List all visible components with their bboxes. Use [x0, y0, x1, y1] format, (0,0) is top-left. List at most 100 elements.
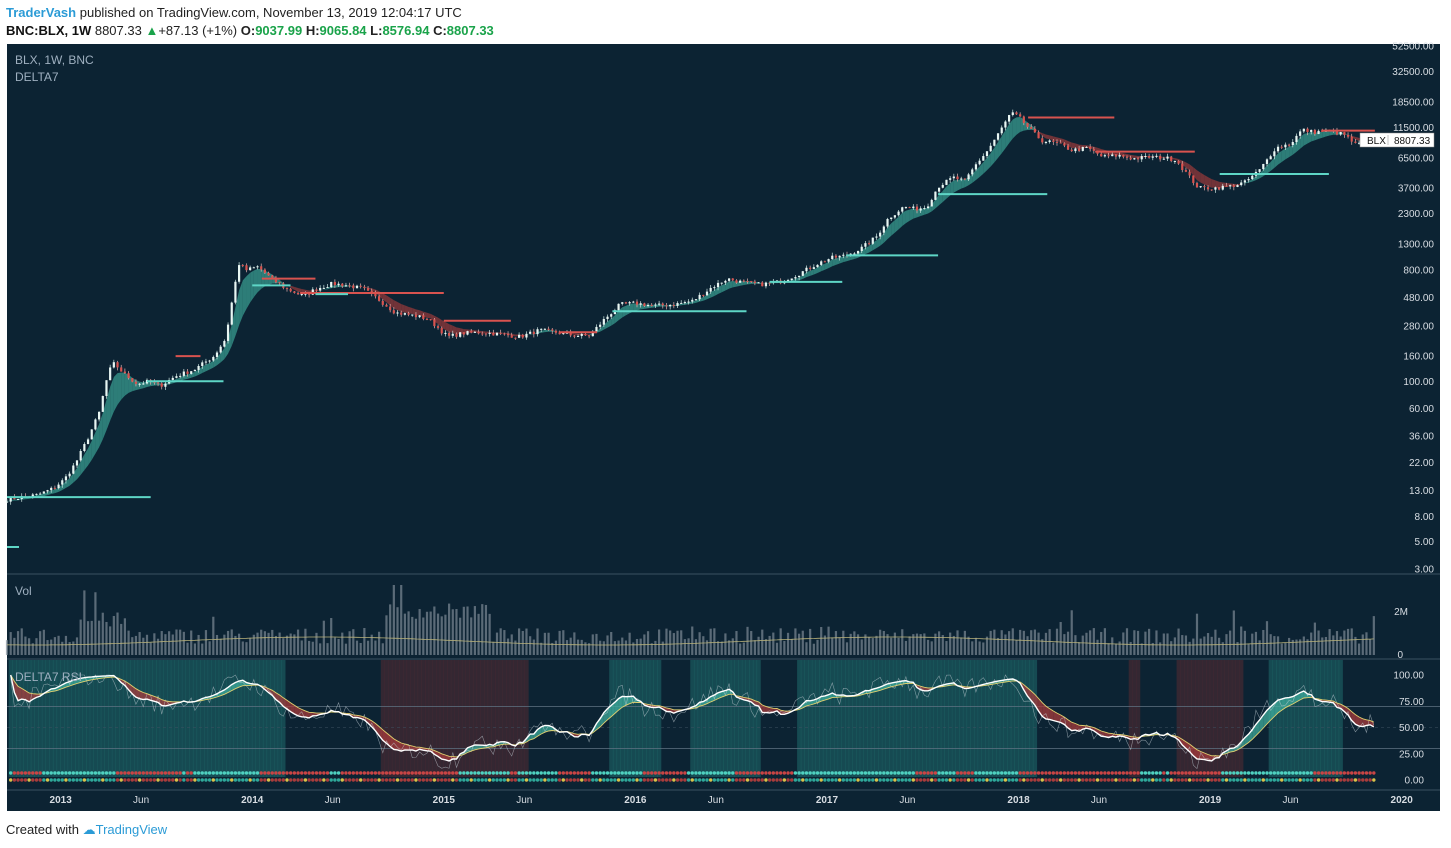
candle-body [860, 246, 863, 252]
signal-dot [513, 771, 518, 775]
volume-bar [1214, 629, 1217, 655]
candle-body [731, 278, 734, 281]
candle-body [790, 278, 793, 281]
volume-bar [16, 631, 20, 655]
tradingview-brand[interactable]: TradingView [95, 822, 168, 837]
rsi-overbought-band [708, 660, 713, 777]
signal-dot [1280, 778, 1284, 782]
volume-bar [886, 634, 889, 655]
volume-bar [440, 616, 443, 655]
rsi-oversold-band [443, 660, 448, 777]
rsi-overbought-band [800, 660, 805, 777]
candle-body [46, 490, 49, 492]
footer: Created with ☁TradingView [6, 822, 167, 838]
signal-dot [90, 778, 94, 782]
signal-dot [1088, 771, 1092, 775]
signal-dot [922, 771, 927, 775]
rsi-oversold-band [502, 660, 507, 777]
time-axis[interactable]: 2013 Jun 2014 Jun 2015 Jun 2016 Jun 2017 Jun 2018 J… [50, 795, 1414, 806]
candle-body [536, 329, 539, 335]
candle-body [215, 352, 219, 357]
ribbon-segment [924, 207, 929, 215]
rsi-overbought-band [281, 660, 286, 777]
candle-body [831, 255, 834, 260]
rsi-oversold-band [1198, 660, 1203, 777]
ribbon-segment [1053, 136, 1057, 142]
rsi-signal-dots [8, 771, 1376, 782]
rsi-overbought-band [612, 660, 618, 777]
candle-body [1147, 156, 1151, 158]
signal-dot [609, 771, 613, 775]
rsi-overbought-band [1294, 660, 1299, 777]
candle-body [974, 164, 978, 170]
tradingview-logo-icon[interactable]: ☁ [82, 822, 96, 837]
signal-dot [568, 771, 573, 775]
rsi-fill-segment [135, 688, 140, 699]
signal-dot [403, 778, 407, 782]
volume-bar [853, 631, 856, 655]
rsi-overbought-band [701, 660, 706, 777]
volume-bar [90, 620, 93, 655]
volume-bar [772, 632, 775, 655]
candle-body [540, 328, 543, 330]
volume-bar [783, 640, 786, 655]
candle-body [138, 383, 141, 385]
candle-body [547, 328, 550, 330]
rsi-oversold-band [469, 660, 474, 777]
signal-dot [38, 771, 42, 775]
ribbon-segment [695, 298, 700, 303]
signal-dot [141, 771, 146, 775]
signal-dot [955, 778, 960, 782]
ribbon-segment [408, 306, 413, 314]
candle-body [289, 288, 292, 292]
signal-dot [801, 771, 805, 775]
signal-dot [27, 778, 31, 782]
rsi-overbought-band [642, 660, 647, 777]
signal-dot [745, 771, 750, 775]
ribbon-segment [113, 373, 118, 412]
ribbon-segment [990, 147, 995, 167]
ribbon-segment [1274, 153, 1279, 168]
rsi-fill-segment [14, 681, 19, 701]
signal-dot [178, 778, 182, 782]
volume-bar [1240, 626, 1243, 655]
price-axis[interactable]: 52500.0032500.0018500.0011500.006500.003… [1392, 42, 1434, 576]
signal-dot [1280, 771, 1284, 775]
candle-body [1225, 185, 1228, 187]
signal-dot [727, 778, 731, 782]
candle-body [1276, 146, 1280, 152]
rsi-tick-label: 100.00 [1393, 671, 1424, 682]
volume-bar [470, 617, 473, 655]
candle-body [267, 272, 270, 276]
signal-dot [16, 771, 20, 775]
rsi-oversold-band [421, 660, 426, 777]
volume-bar [64, 635, 68, 655]
rsi-overbought-band [646, 660, 651, 777]
signal-dot [34, 778, 39, 782]
signal-dot [134, 771, 138, 775]
signal-dot [347, 778, 352, 782]
candle-body [908, 207, 911, 209]
signal-dot [211, 778, 216, 782]
rsi-overbought-band [1327, 660, 1332, 777]
ribbon-segment [415, 309, 420, 316]
volume-bar [764, 639, 768, 655]
rsi-overbought-band [1018, 660, 1023, 777]
candle-body [341, 283, 344, 287]
price-tick-label: 32500.00 [1392, 67, 1434, 78]
signal-dot [1313, 771, 1317, 775]
signal-dot [1062, 771, 1067, 775]
rsi-fill-segment [1296, 692, 1301, 702]
signal-dot [668, 771, 672, 775]
rsi-tick-label: 0.00 [1405, 776, 1425, 787]
signal-dot [373, 771, 378, 775]
rsi-overbought-band [251, 660, 257, 777]
signal-dot [388, 778, 392, 782]
rsi-fill-segment [18, 686, 22, 701]
signal-dot [1070, 771, 1074, 775]
volume-bar [28, 638, 31, 655]
rsi-overbought-band [837, 660, 842, 777]
candle-body [871, 237, 874, 244]
author-link[interactable]: TraderVash [6, 5, 77, 20]
